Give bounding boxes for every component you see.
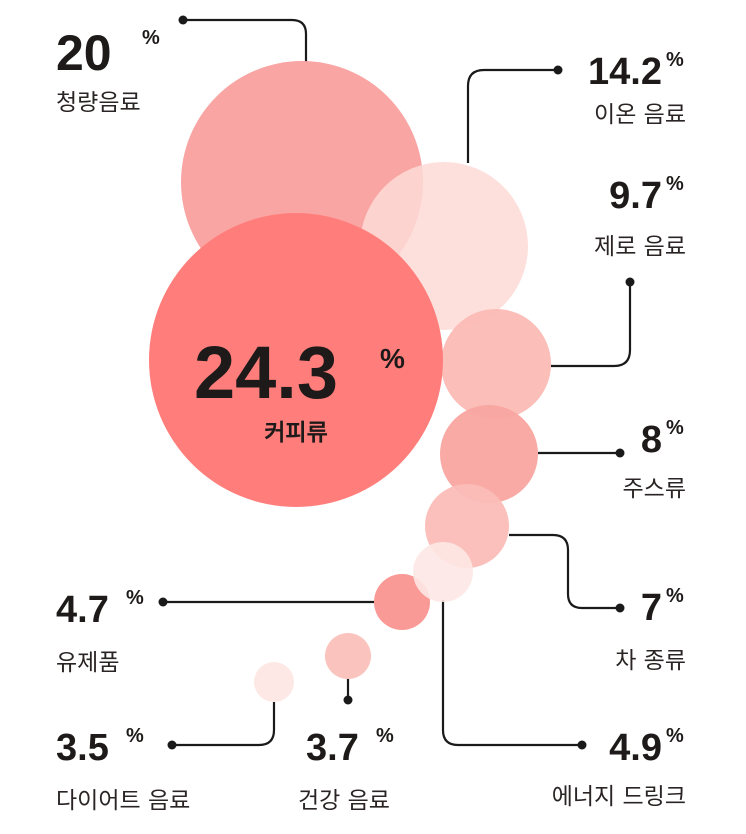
value-coffee: 24.3 bbox=[194, 331, 338, 414]
pct-health: % bbox=[376, 725, 394, 747]
label-health: 3.7 % 건강 음료 bbox=[298, 725, 394, 814]
value-soft-drinks: 20 bbox=[56, 25, 112, 81]
pct-coffee: % bbox=[380, 343, 405, 374]
value-zero: 9.7 bbox=[609, 175, 662, 217]
label-zero: 9.7 % 제로 음료 bbox=[594, 173, 686, 260]
pct-diet: % bbox=[126, 725, 144, 747]
bubble-energy bbox=[413, 542, 473, 602]
name-soft-drinks: 청량음료 bbox=[56, 90, 141, 116]
value-dairy: 4.7 bbox=[56, 589, 109, 631]
name-ion: 이온 음료 bbox=[594, 102, 686, 128]
label-soft-drinks: 20 % 청량음료 bbox=[56, 25, 160, 116]
label-juice: 8 % 주스류 bbox=[623, 417, 686, 502]
value-juice: 8 bbox=[641, 419, 662, 461]
pct-tea: % bbox=[666, 585, 684, 607]
value-health: 3.7 bbox=[306, 727, 359, 769]
value-diet: 3.5 bbox=[56, 727, 109, 769]
connector-dot-energy bbox=[577, 740, 587, 750]
bubble-dairy bbox=[374, 574, 430, 630]
value-energy: 4.9 bbox=[609, 727, 662, 769]
connector-zero bbox=[551, 282, 632, 368]
pct-zero: % bbox=[666, 173, 684, 195]
bubble-diet bbox=[254, 662, 294, 702]
connector-dot-soft-drinks bbox=[178, 15, 188, 25]
name-diet: 다이어트 음료 bbox=[56, 788, 190, 814]
bubble-coffee bbox=[149, 213, 443, 507]
name-dairy: 유제품 bbox=[56, 650, 119, 676]
name-zero: 제로 음료 bbox=[594, 234, 686, 260]
value-ion: 14.2 bbox=[588, 51, 662, 93]
bubble-zero-drinks bbox=[441, 309, 551, 419]
label-dairy: 4.7 % 유제품 bbox=[56, 587, 144, 676]
connector-ion bbox=[466, 68, 558, 163]
connector-energy bbox=[441, 600, 582, 747]
pct-soft-drinks: % bbox=[142, 27, 160, 49]
name-health: 건강 음료 bbox=[298, 788, 390, 814]
label-energy: 4.9 % 에너지 드링크 bbox=[552, 725, 686, 810]
connector-soft-drinks bbox=[183, 18, 308, 62]
connectors bbox=[158, 15, 635, 750]
connector-tea bbox=[509, 533, 620, 610]
connector-dot-tea bbox=[615, 603, 625, 613]
bubble-health bbox=[325, 633, 371, 679]
label-coffee: 24.3 % 커피류 bbox=[194, 331, 405, 446]
connector-dot-health bbox=[343, 695, 353, 705]
connector-dot-juice bbox=[615, 448, 625, 458]
connector-dot-dairy bbox=[158, 597, 168, 607]
pct-energy: % bbox=[666, 725, 684, 747]
name-juice: 주스류 bbox=[623, 476, 686, 502]
pct-ion: % bbox=[666, 49, 684, 71]
connector-dot-diet bbox=[167, 740, 177, 750]
value-tea: 7 bbox=[641, 587, 662, 629]
connector-dot-ion bbox=[553, 65, 563, 75]
label-diet: 3.5 % 다이어트 음료 bbox=[56, 725, 190, 814]
label-ion: 14.2 % 이온 음료 bbox=[588, 49, 686, 128]
name-coffee: 커피류 bbox=[264, 420, 327, 446]
bubble-juice bbox=[440, 405, 538, 503]
connector-diet bbox=[172, 702, 276, 747]
pct-juice: % bbox=[666, 417, 684, 439]
name-tea: 차 종류 bbox=[615, 648, 686, 674]
pct-dairy: % bbox=[126, 587, 144, 609]
bubbles bbox=[149, 61, 551, 702]
name-energy: 에너지 드링크 bbox=[552, 784, 686, 810]
connector-dot-zero bbox=[625, 277, 635, 287]
label-tea: 7 % 차 종류 bbox=[615, 585, 686, 674]
